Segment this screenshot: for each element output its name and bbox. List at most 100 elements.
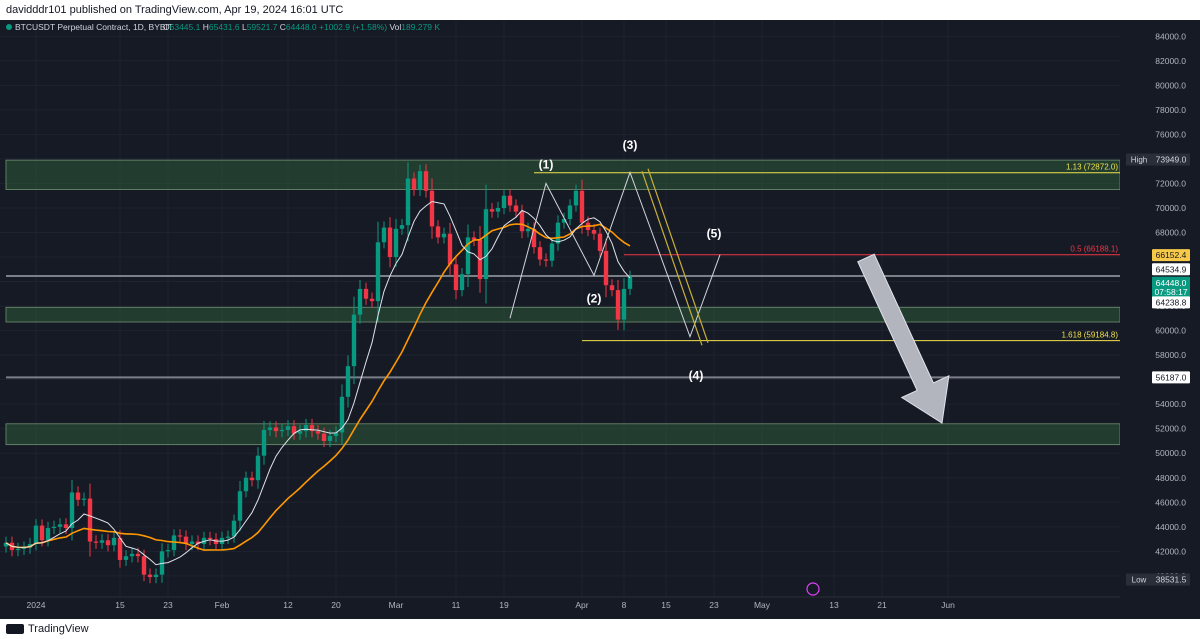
price-label-text: 64448.0 [1156, 278, 1187, 288]
candle-body [561, 218, 567, 223]
lightning-icon [806, 582, 820, 596]
time-tick-label: 21 [877, 600, 887, 610]
candle-body [255, 455, 261, 481]
candle-body [609, 285, 615, 291]
price-tick-label: 42000.0 [1155, 546, 1186, 556]
candle-body [99, 540, 105, 543]
candle-body [399, 225, 405, 229]
ohlc-values: O63445.1 H65431.6 L59521.7 C64448.0 +100… [163, 22, 440, 32]
candle-body [531, 228, 537, 248]
candle-body [3, 542, 9, 547]
candle-body [303, 425, 309, 432]
price-tick-label: 68000.0 [1155, 227, 1186, 237]
candle-body [507, 195, 513, 206]
channel-line [641, 170, 703, 346]
price-tick-label: 72000.0 [1155, 178, 1186, 188]
price-label [1152, 573, 1190, 586]
price-label-tag-text: High [1131, 156, 1147, 165]
bottom-brand-bar: TradingView [0, 619, 1200, 639]
candle-body [63, 524, 69, 529]
time-tick-label: Feb [215, 600, 230, 610]
candle-body [441, 233, 447, 238]
price-tick-label: 54000.0 [1155, 399, 1186, 409]
candle-body [93, 541, 99, 543]
price-tick-label: 48000.0 [1155, 473, 1186, 483]
bearish-arrow-icon [857, 253, 950, 424]
candle-body [117, 537, 123, 560]
ohlc-part: 64448.0 [286, 22, 317, 32]
wave-label: (2) [587, 291, 602, 305]
time-tick-label: 15 [115, 600, 125, 610]
candle-body [153, 574, 159, 578]
price-label-text: 66152.4 [1156, 250, 1187, 260]
channel-line [647, 168, 709, 344]
candle-body [315, 431, 321, 434]
candlestick-chart[interactable]: 1.13 (72872.0) 0.5 (66188.1) 1.618 (59184.… [0, 20, 1200, 619]
top-attribution-bar: davidddr101 published on TradingView.com… [0, 0, 1200, 20]
candle-body [537, 247, 543, 260]
candle-body [51, 526, 57, 529]
price-label-text: 73949.0 [1156, 155, 1187, 165]
candle-body [75, 492, 81, 500]
time-tick-label: 23 [709, 600, 719, 610]
price-label [1152, 249, 1190, 262]
price-label [1152, 153, 1190, 166]
candle-body [57, 524, 63, 527]
grid [0, 20, 1120, 597]
candle-body [597, 233, 603, 251]
time-tick-label: 12 [283, 600, 293, 610]
candle-body [339, 396, 345, 433]
tradingview-logo-icon [6, 624, 24, 634]
time-tick-label: 2024 [27, 600, 46, 610]
ohlc-part: O [163, 22, 170, 32]
ohlc-part: 63445.1 [170, 22, 201, 32]
candle-body [189, 541, 195, 544]
candle-body [621, 288, 627, 320]
candle-body [285, 426, 291, 430]
candle-body [183, 536, 189, 544]
candle-body [555, 222, 561, 244]
price-tick-label: 44000.0 [1155, 522, 1186, 532]
candle-body [177, 535, 183, 537]
candle-body [615, 290, 621, 320]
ohlc-part: Vol [387, 22, 401, 32]
candle-body [459, 274, 465, 291]
wave-label: (1) [539, 158, 554, 172]
price-axis-background [1120, 20, 1200, 619]
time-tick-label: May [754, 600, 771, 610]
price-label-tag [1126, 573, 1152, 586]
candle-body [141, 556, 147, 575]
candle-body [267, 427, 273, 430]
support-resistance-zone [5, 159, 1121, 190]
candle-body [231, 520, 237, 537]
candle-body [135, 553, 141, 557]
candle-body [519, 211, 525, 232]
ohlc-part: +1002.9 (+1.58%) [317, 22, 388, 32]
candle-body [543, 259, 549, 261]
candle-body [81, 498, 87, 500]
price-tick-label: 80000.0 [1155, 80, 1186, 90]
wave-label: (3) [623, 138, 638, 152]
candle-body [21, 547, 27, 549]
candle-body [333, 432, 339, 437]
support-resistance-zone [5, 306, 1121, 323]
candle-body [483, 209, 489, 280]
candle-body [489, 209, 495, 212]
price-label [1152, 285, 1190, 298]
candle-body [33, 525, 39, 544]
time-tick-label: 15 [661, 600, 671, 610]
support-resistance-zone [5, 423, 1121, 446]
candle-body [321, 433, 327, 441]
candle-body [123, 556, 129, 560]
candle-body [237, 491, 243, 521]
candle-body [207, 537, 213, 540]
candle-body [411, 178, 417, 190]
status-dot-icon [6, 24, 12, 30]
price-label-tag-text: Low [1132, 576, 1147, 585]
price-tick-label: 84000.0 [1155, 31, 1186, 41]
candle-body [147, 574, 153, 578]
price-label-text: 38531.5 [1156, 575, 1187, 585]
wave-label: (5) [707, 226, 722, 240]
candle-body [381, 227, 387, 243]
price-tick-label: 76000.0 [1155, 129, 1186, 139]
